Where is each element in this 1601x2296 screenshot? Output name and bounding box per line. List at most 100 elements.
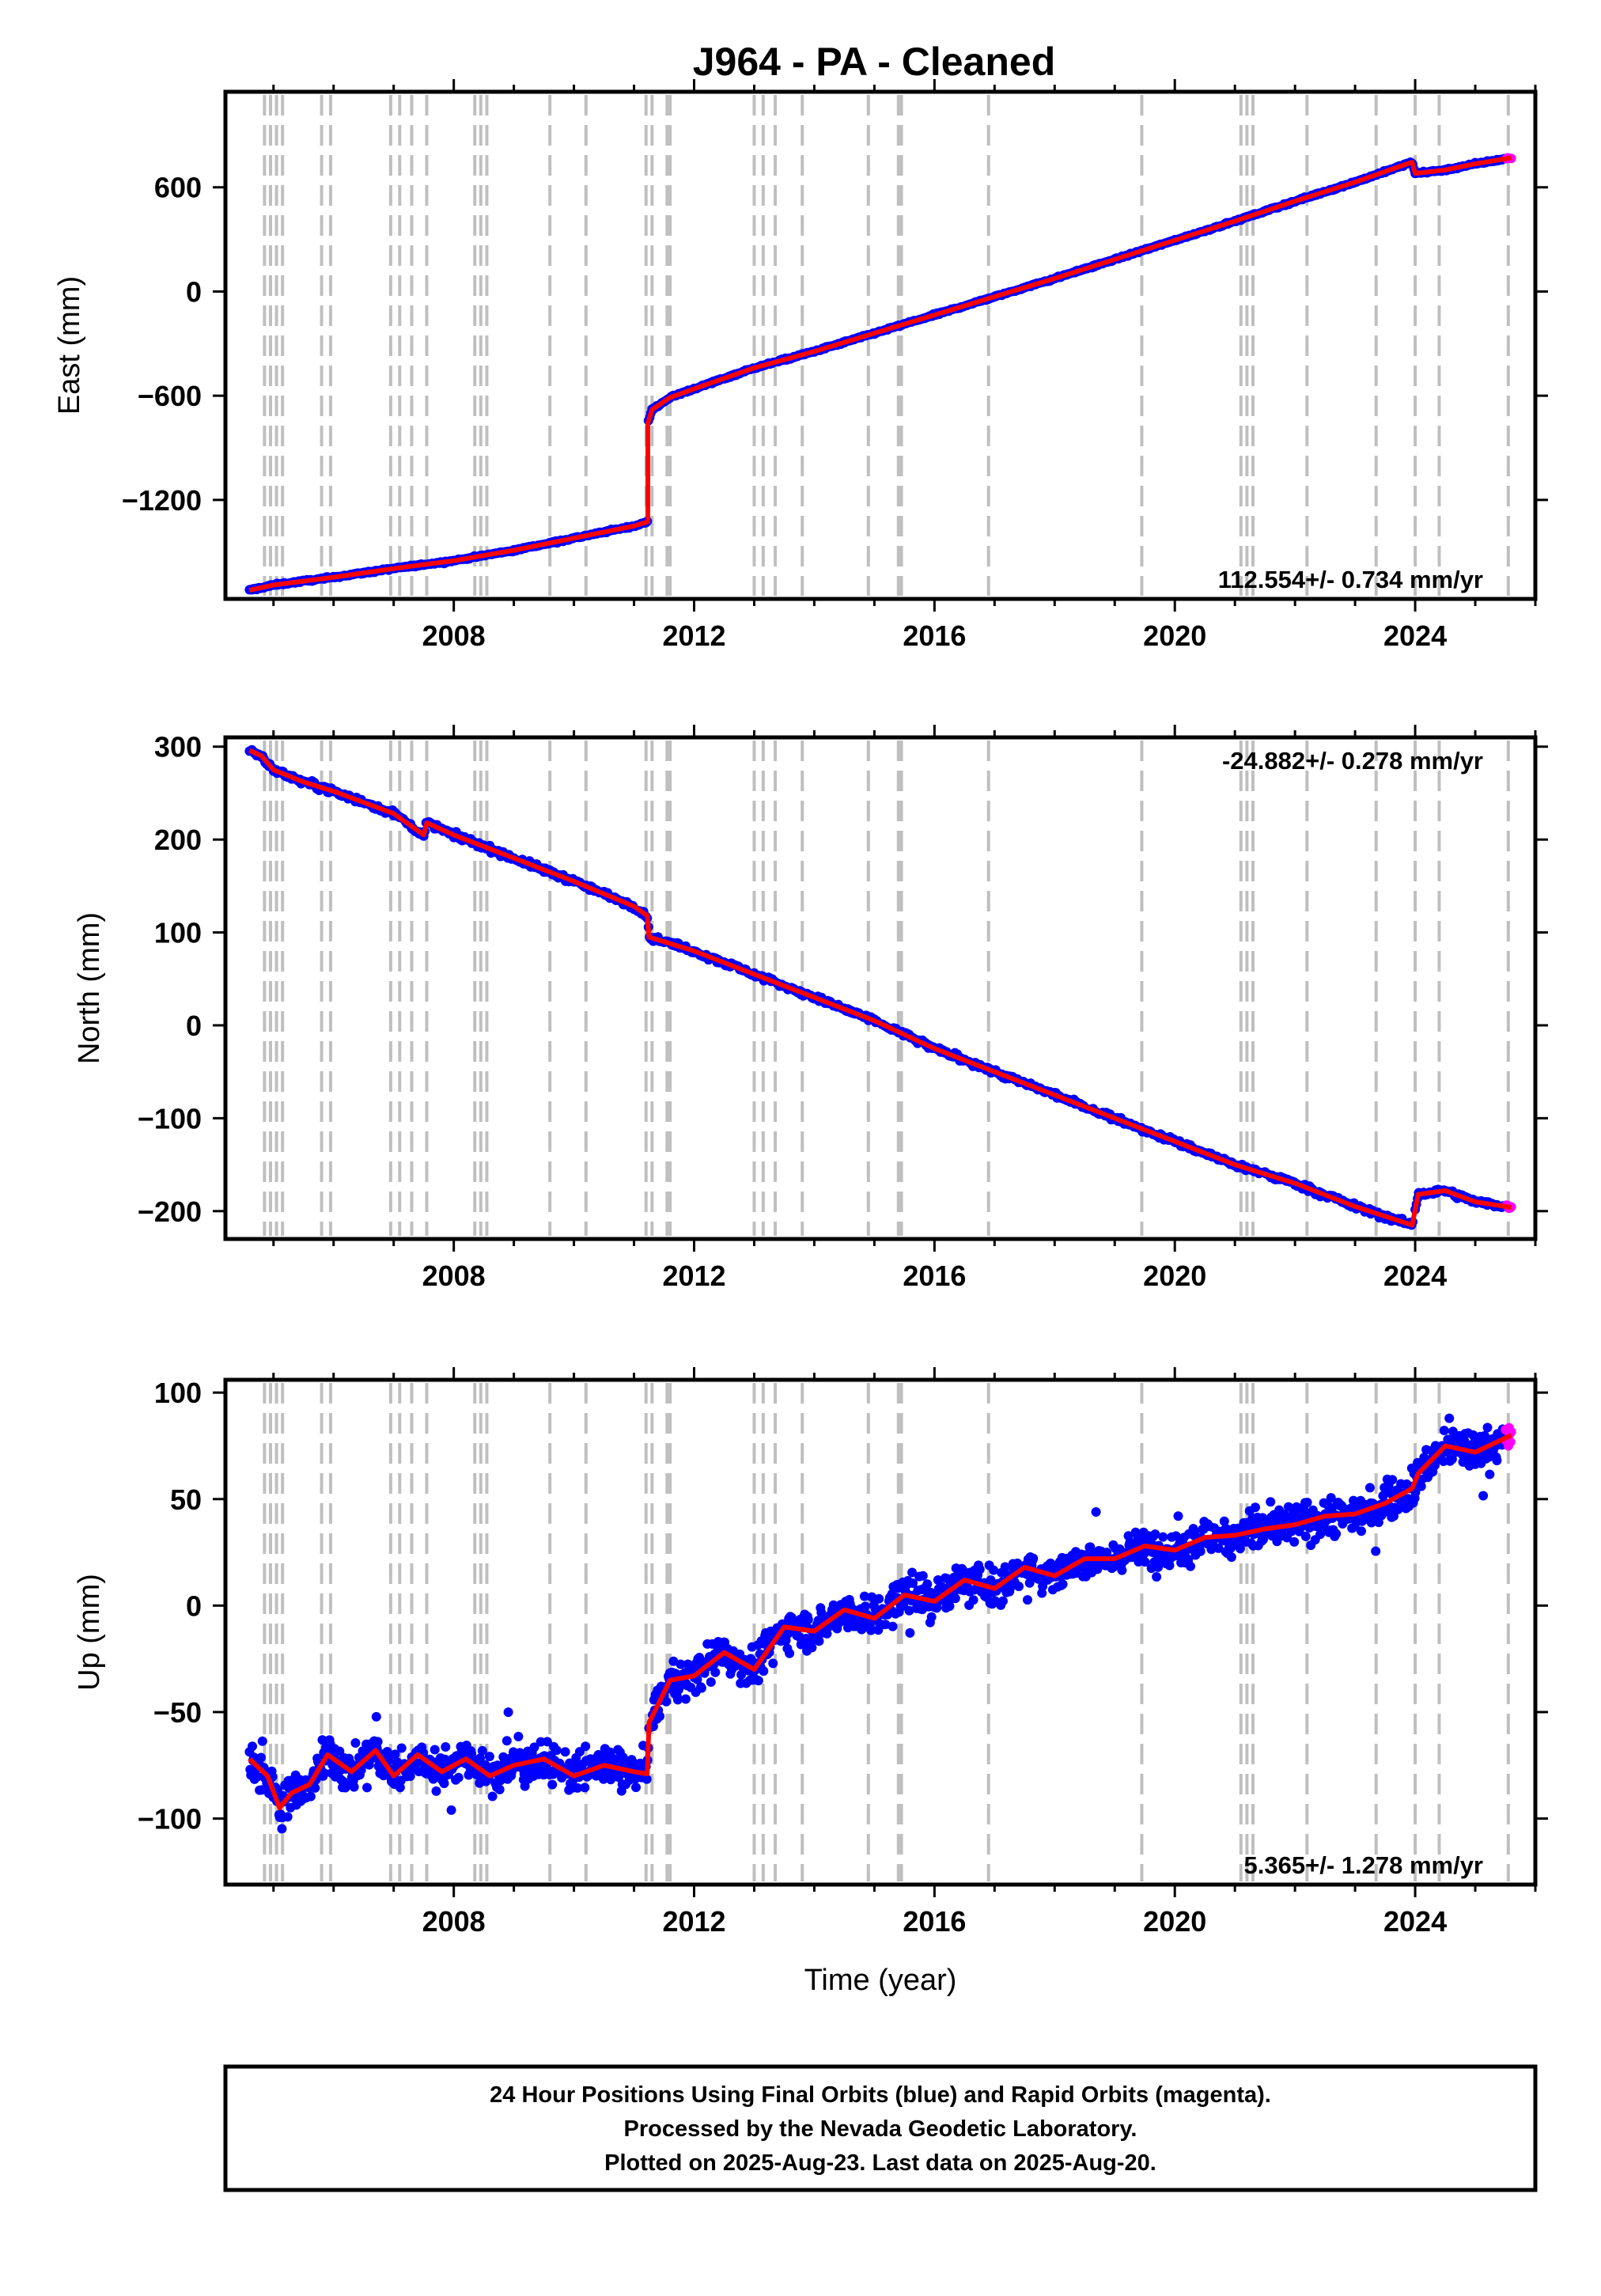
up-data-point-40 <box>277 1824 287 1834</box>
up-data-point-838 <box>907 1567 918 1578</box>
up-data-point-9 <box>252 1771 263 1782</box>
up-data-point-940 <box>986 1575 996 1586</box>
up-data-point-1183 <box>1171 1531 1181 1541</box>
up-data-point-1186 <box>1173 1511 1183 1521</box>
up-data-point-294 <box>477 1745 487 1756</box>
up-data-point-249 <box>441 1742 451 1752</box>
up-data-point-1535 <box>1444 1413 1455 1423</box>
up-x-tick-label-2008: 2008 <box>422 1905 486 1938</box>
up-data-point-778 <box>859 1591 869 1601</box>
up-data-point-191 <box>395 1783 405 1793</box>
up-data-point-430 <box>581 1741 591 1752</box>
up-data-point-159 <box>371 1711 381 1722</box>
up-data-point-429 <box>580 1783 590 1793</box>
up-data-point-501 <box>642 1774 652 1784</box>
up-data-point-858 <box>922 1579 933 1589</box>
up-model-group <box>248 1433 1512 1811</box>
up-data-point-944 <box>989 1565 999 1575</box>
north-x-tick-label-2020: 2020 <box>1143 1260 1206 1292</box>
east-frame <box>223 89 1538 601</box>
north-y-tick-label-100: 100 <box>154 917 202 949</box>
up-data-point-539 <box>672 1695 683 1705</box>
up-y-tick-label-0: 0 <box>186 1589 202 1622</box>
east-y-tick-label-600: 600 <box>154 172 202 204</box>
up-data-point-326 <box>501 1736 512 1746</box>
east-plot-area <box>225 92 1535 599</box>
up-data-point-1113 <box>1117 1565 1127 1575</box>
up-data-point-1594 <box>1492 1456 1502 1465</box>
up-data-point-992 <box>1024 1578 1035 1588</box>
up-data-point-130 <box>349 1782 359 1792</box>
up-data-point-1253 <box>1226 1552 1236 1563</box>
up-data-point-317 <box>494 1784 505 1794</box>
up-y-tick-label--50: −50 <box>153 1696 202 1729</box>
east-x-tick-label-2024: 2024 <box>1383 619 1447 652</box>
up-data-point-174 <box>382 1747 392 1756</box>
up-data-point-926 <box>975 1564 985 1574</box>
up-data-point-524 <box>661 1696 672 1707</box>
up-data-point-731 <box>822 1628 832 1639</box>
up-data-point-516 <box>655 1711 665 1722</box>
up-data-point-1351 <box>1302 1498 1312 1507</box>
up-data-point-917 <box>968 1595 978 1605</box>
north-x-tick-label-2012: 2012 <box>662 1260 725 1292</box>
up-data-point-1499 <box>1416 1481 1426 1491</box>
footer-line-1: 24 Hour Positions Using Final Orbits (bl… <box>490 2082 1271 2108</box>
up-x-tick-label-2016: 2016 <box>903 1905 966 1938</box>
north-plot-area <box>225 737 1535 1239</box>
up-data-point-886 <box>944 1601 955 1612</box>
up-data-point-3 <box>248 1741 257 1752</box>
up-data-point-852 <box>918 1570 928 1581</box>
up-data-point-814 <box>888 1621 898 1631</box>
east-x-tick-label-2016: 2016 <box>903 619 966 652</box>
up-data-point-185 <box>390 1749 400 1760</box>
up-data-point-14 <box>256 1752 266 1763</box>
up-data-point-1528 <box>1439 1426 1449 1435</box>
up-data-point-1434 <box>1364 1483 1375 1493</box>
up-data-point-788 <box>867 1592 877 1602</box>
up-data-point-46 <box>282 1812 293 1822</box>
up-data-point-1202 <box>1186 1561 1195 1571</box>
up-data-point-1382 <box>1326 1493 1336 1503</box>
up-data-point-1583 <box>1482 1423 1493 1433</box>
up-data-point-989 <box>1023 1595 1032 1605</box>
north-y-tick-label--200: −200 <box>138 1195 202 1228</box>
up-data-point-835 <box>904 1605 914 1616</box>
up-data-point-92 <box>320 1768 330 1779</box>
north-x-axis: 2008 2012 2016 2020 2024 <box>272 725 1537 1292</box>
up-data-point-392 <box>551 1745 562 1756</box>
east-y-tick-label-0: 0 <box>186 275 202 308</box>
up-data-point-1539 <box>1447 1454 1457 1464</box>
east-y-axis-label: East (mm) <box>53 276 86 415</box>
up-data-point-1214 <box>1195 1546 1205 1556</box>
up-data-point-533 <box>668 1656 679 1666</box>
up-data-point-380 <box>542 1737 552 1747</box>
up-data-point-328 <box>503 1707 513 1718</box>
east-model-group <box>248 155 1512 593</box>
up-data-point-580 <box>706 1677 716 1687</box>
up-data-point-686 <box>786 1612 797 1623</box>
up-data-point-1334 <box>1289 1536 1300 1547</box>
up-data-point-1142 <box>1140 1557 1150 1567</box>
up-data-point-132 <box>350 1738 361 1748</box>
footer-box: 24 Hour Positions Using Final Orbits (bl… <box>223 2064 1538 2192</box>
up-x-tick-label-2020: 2020 <box>1143 1905 1206 1938</box>
up-rate-label: 5.365+/- 1.278 mm/yr <box>1244 1851 1483 1879</box>
north-model-group <box>248 748 1512 1228</box>
up-data-point-1586 <box>1485 1469 1495 1480</box>
east-x-axis: 2008 2012 2016 2020 2024 <box>272 79 1537 652</box>
up-y-tick-label--100: −100 <box>138 1803 202 1836</box>
up-data-point-386 <box>547 1779 558 1790</box>
up-y-axis: −100 −50 0 50 100 <box>138 1377 1548 1836</box>
up-data-point-956 <box>998 1596 1008 1606</box>
up-data-point-707 <box>803 1615 813 1625</box>
up-data-point-543 <box>676 1659 686 1669</box>
up-data-point-649 <box>759 1666 769 1677</box>
up-data-point-712 <box>807 1642 817 1653</box>
up-data-point-903 <box>958 1566 968 1576</box>
up-data-point-1243 <box>1219 1516 1229 1526</box>
up-data-point-1578 <box>1478 1491 1489 1501</box>
up-x-tick-label-2024: 2024 <box>1383 1905 1447 1938</box>
north-x-tick-label-2016: 2016 <box>903 1260 966 1292</box>
up-data-point-1263 <box>1235 1544 1245 1554</box>
